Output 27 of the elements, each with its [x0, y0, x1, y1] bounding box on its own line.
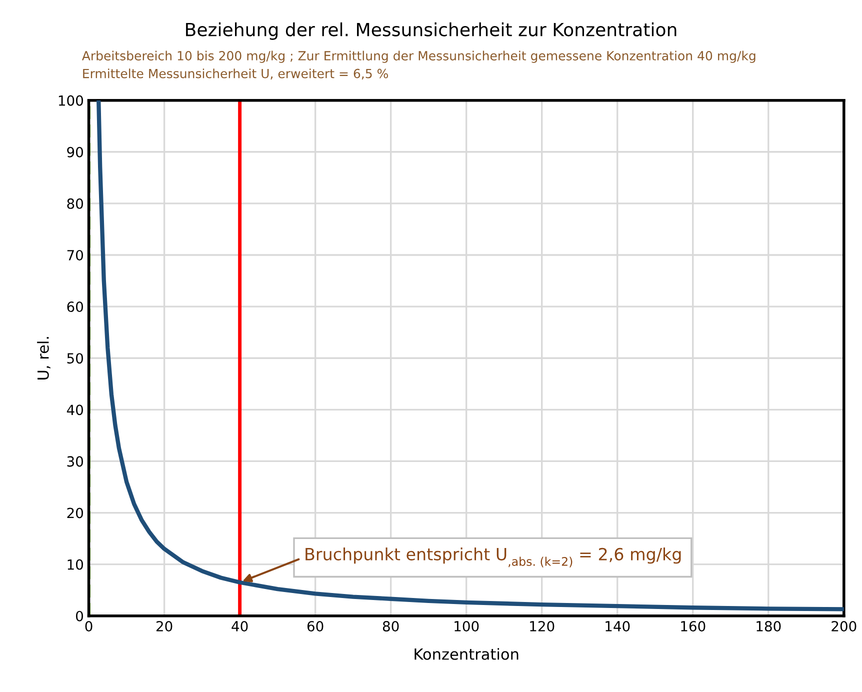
x-tick-label: 60	[307, 620, 324, 632]
y-tick-label: 100	[58, 95, 83, 106]
y-tick-label: 10	[68, 559, 83, 570]
x-tick-label: 120	[530, 620, 554, 632]
y-tick-label: 80	[67, 198, 83, 209]
x-tick-label: 180	[756, 620, 781, 632]
x-tick-label: 100	[454, 620, 479, 632]
line-series	[96, 100, 844, 612]
y-tick-label: 90	[67, 146, 83, 158]
x-tick-label: 160	[681, 620, 706, 632]
y-tick-label: 20	[67, 508, 83, 518]
chart-subtitle: Arbeitsbereich 10 bis 200 mg/kg ; Zur Ermittlung der Messunsicherheit gemessene Konzentration 40 mg/kg Ermittelte Messunsicherheit U, erweitert = 6,5 %	[82, 50, 756, 80]
chart-title: Beziehung der rel. Messunsicherheit zur Konzentration	[186, 22, 676, 40]
y-axis-title: U, rel.	[37, 337, 50, 380]
y-tick-label: 60	[67, 302, 83, 312]
y-tick-label: 0	[76, 610, 84, 622]
x-tick-label: 0	[85, 620, 92, 632]
y-tick-label: 70	[67, 250, 83, 260]
x-tick-label: 40	[232, 620, 248, 632]
y-tick-label: 40	[66, 404, 83, 416]
x-tick-label: 80	[382, 620, 399, 632]
y-tick-label: 30	[67, 456, 83, 467]
x-tick-label: 20	[156, 620, 172, 632]
x-axis-title: Konzentration	[414, 648, 518, 660]
y-tick-label: 50	[67, 353, 83, 364]
x-tick-label: 200	[832, 620, 856, 632]
x-tick-label: 140	[606, 620, 630, 632]
